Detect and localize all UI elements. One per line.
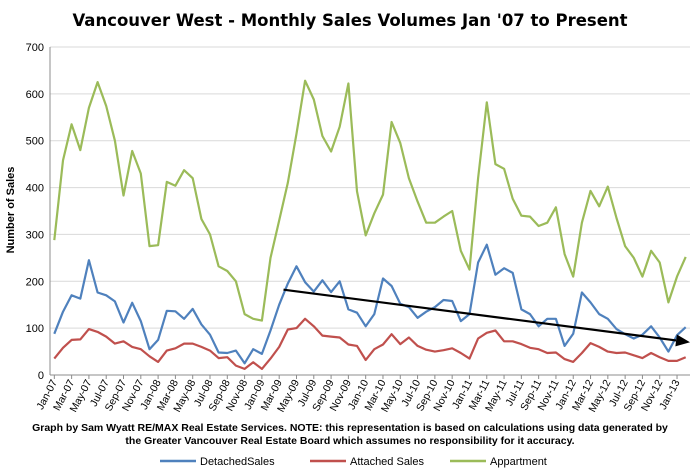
chart-title: Vancouver West - Monthly Sales Volumes J… [72, 11, 627, 30]
legend-label: Appartment [490, 456, 547, 468]
series-line-detachedsales [53, 243, 687, 365]
y-tick-label: 300 [26, 229, 44, 241]
y-tick-label: 700 [26, 42, 44, 54]
legend: DetachedSales Attached Sales Appartment [160, 456, 547, 468]
footnote-line-1: Graph by Sam Wyatt RE/MAX Real Estate Se… [32, 422, 668, 434]
y-tick-label: 0 [38, 370, 44, 382]
gridlines [49, 46, 690, 376]
legend-label: DetachedSales [200, 456, 275, 468]
y-tick-label: 400 [26, 183, 44, 195]
series-lines [53, 79, 687, 370]
y-axis-ticks: 0 100 200 300 400 500 600 700 [26, 42, 44, 382]
y-axis-label: Number of Sales [5, 167, 17, 254]
y-tick-label: 500 [26, 136, 44, 148]
footnote-line-2: the Greater Vancouver Real Estate Board … [125, 435, 574, 447]
legend-label: Attached Sales [350, 456, 424, 468]
y-tick-label: 600 [26, 89, 44, 101]
trend-annotation [283, 288, 690, 347]
series-line-attached-sales [53, 317, 687, 370]
trend-arrow-shaft [283, 288, 677, 342]
y-tick-label: 100 [26, 323, 44, 335]
trend-arrow-head [675, 334, 690, 347]
x-axis-ticks: Jan-07Mar-07May-07Jul-07Sep-07Nov-07Jan-… [34, 375, 683, 414]
y-tick-label: 200 [26, 276, 44, 288]
series-line-appartment [53, 79, 687, 322]
